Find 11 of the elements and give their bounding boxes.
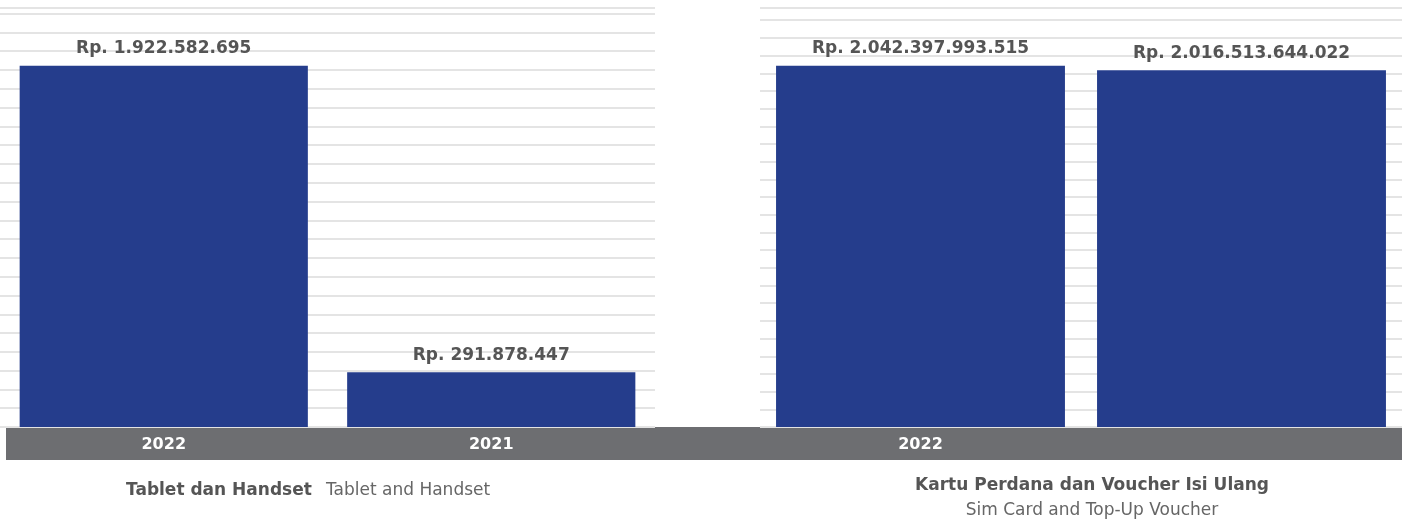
text: Tablet and Handset xyxy=(325,478,491,499)
text: Sim Card and Top-Up Voucher xyxy=(965,498,1219,519)
data-label: Rp. 2.016.513.644.022 xyxy=(1132,41,1351,62)
x-axis-title: Kartu Perdana dan Voucher Isi Ulang xyxy=(915,473,1269,494)
x-tick-label: 2022 xyxy=(898,433,943,453)
x-tick-label: 2021 xyxy=(468,433,514,453)
x-tick-label: 2022 xyxy=(141,433,187,453)
x-axis-title: Tablet dan Handset xyxy=(126,478,312,499)
data-label: Rp. 291.878.447 xyxy=(412,343,570,364)
data-label: Rp. 1.922.582.695 xyxy=(76,37,252,58)
data-label: Rp. 2.042.397.993.515 xyxy=(811,37,1030,58)
